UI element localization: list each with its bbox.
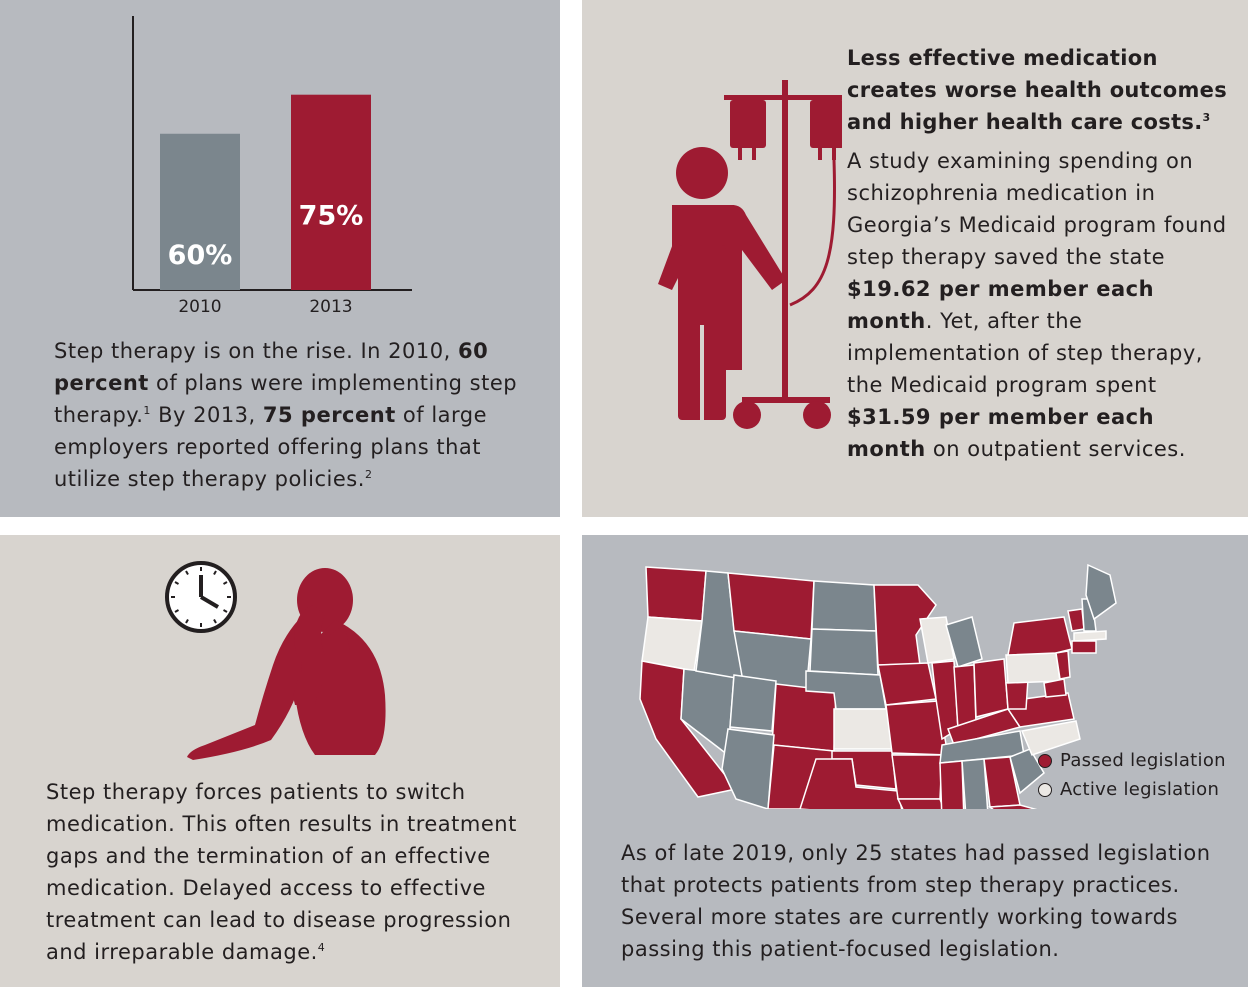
state-michigan <box>945 616 983 668</box>
p1-text-part: By 2013, <box>150 403 263 427</box>
state-maryland <box>1043 678 1067 698</box>
footnote-4: 4 <box>317 941 326 954</box>
us-map <box>639 563 1117 809</box>
state-alabama <box>961 758 989 809</box>
distressed-person-icon <box>187 568 386 760</box>
legend-passed: Passed legislation <box>1038 750 1226 771</box>
state-massachusetts <box>1073 630 1107 642</box>
x-tick-label: 2010 <box>178 297 221 317</box>
step-therapy-growth-panel <box>0 0 560 517</box>
state-colorado <box>771 683 837 752</box>
panel4-text: As of late 2019, only 25 states had pass… <box>621 837 1231 965</box>
state-louisiana <box>896 798 945 809</box>
state-iowa <box>877 662 937 706</box>
panel2-heading: Less effective medication creates worse … <box>847 42 1237 138</box>
bar-2013 <box>291 94 371 290</box>
state-montana <box>727 572 815 640</box>
p1-bold-2013: 75 percent <box>262 403 396 427</box>
panel3-text: Step therapy forces patients to switch m… <box>46 776 546 968</box>
state-new-york <box>1007 616 1073 656</box>
state-new-jersey <box>1055 650 1071 680</box>
p3-text: Step therapy forces patients to switch m… <box>46 780 517 964</box>
passed-legend-dot-icon <box>1038 753 1052 768</box>
state-kansas <box>833 708 893 750</box>
treatment-gaps-panel: Step therapy forces patients to switch m… <box>0 535 560 987</box>
panel1-text: Step therapy is on the rise. In 2010, 60… <box>54 335 534 495</box>
state-pennsylvania <box>1005 652 1061 684</box>
p4-text: As of late 2019, only 25 states had pass… <box>621 841 1211 961</box>
legend-active: Active legislation <box>1038 779 1219 800</box>
state-utah <box>729 674 777 732</box>
panel2-body: A study examining spending on schizophre… <box>847 145 1237 465</box>
state-indiana <box>953 664 977 731</box>
p1-text-part: of large employers reported offering pla… <box>54 403 488 491</box>
p2-text-part: on outpatient services. <box>925 437 1186 461</box>
legend-active-label: Active legislation <box>1060 779 1220 800</box>
p2-bold-spending: $31.59 per member each month <box>847 405 1155 461</box>
clock-icon <box>165 561 237 633</box>
state-legislation-panel <box>582 535 1248 987</box>
bar-value-label: 60% <box>168 240 233 271</box>
state-connecticut <box>1071 640 1097 654</box>
p1-text-part: Step therapy is on the rise. In 2010, <box>54 339 458 363</box>
state-arkansas <box>891 754 943 800</box>
state-south-dakota <box>809 628 879 676</box>
p1-bold-2010: 60 percent <box>54 339 489 395</box>
active-legend-dot-icon <box>1038 782 1052 797</box>
x-tick-label: 2013 <box>309 297 352 317</box>
step-therapy-bar-chart: 60% 2010 75% 2013 <box>132 16 412 317</box>
state-wisconsin <box>919 616 955 664</box>
footnote-2: 2 <box>364 468 373 481</box>
state-vermont <box>1067 608 1085 632</box>
p2-text-part: A study examining spending on schizophre… <box>847 149 1227 269</box>
footnote-1: 1 <box>143 404 151 417</box>
patient-iv-icon <box>658 80 842 429</box>
state-south-carolina <box>1009 748 1045 795</box>
state-north-carolina <box>1020 720 1081 756</box>
p2-text-part: . Yet, after the implementation of step … <box>847 309 1203 397</box>
legend-passed-label: Passed legislation <box>1060 750 1226 771</box>
footnote-3: 3 <box>1202 111 1211 124</box>
p2-bold-savings: $19.62 per member each month <box>847 277 1155 333</box>
bar-value-label: 75% <box>299 201 364 232</box>
state-north-dakota <box>811 580 877 632</box>
heading-text: Less effective medication creates worse … <box>847 46 1228 134</box>
state-washington <box>645 566 707 622</box>
state-texas <box>799 758 903 809</box>
p1-text-part: of plans were implementing step therapy. <box>54 371 518 427</box>
state-arizona <box>721 728 775 809</box>
state-ohio <box>973 658 1009 718</box>
medication-costs-panel: Less effective medication creates worse … <box>582 0 1248 517</box>
state-maine <box>1085 563 1117 621</box>
bar-2010 <box>160 133 240 290</box>
state-mississippi <box>939 760 965 809</box>
state-florida <box>987 804 1038 809</box>
